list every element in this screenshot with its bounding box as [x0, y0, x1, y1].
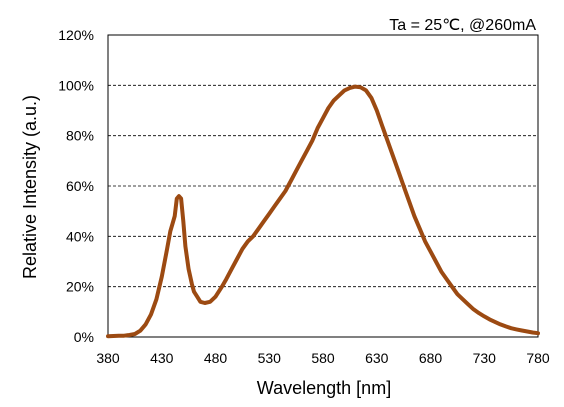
series-layer	[106, 84, 540, 339]
spectrum-series-line	[106, 84, 540, 339]
y-axis-ticks: 0% 20% 40% 60% 80% 100% 120%	[58, 27, 94, 345]
plot-area-frame	[107, 34, 539, 338]
y-tick-label: 100%	[58, 77, 94, 93]
x-tick-label: 480	[204, 350, 228, 366]
x-tick-label: 580	[311, 350, 335, 366]
x-tick-label: 730	[473, 350, 497, 366]
gridlines	[108, 84, 538, 288]
x-tick-label: 780	[526, 350, 550, 366]
y-tick-label: 20%	[66, 279, 94, 295]
x-tick-label: 680	[419, 350, 443, 366]
y-tick-label: 60%	[66, 178, 94, 194]
x-axis-title: Wavelength [nm]	[257, 378, 391, 398]
x-tick-label: 530	[258, 350, 282, 366]
y-axis-title: Relative Intensity (a.u.)	[20, 95, 40, 279]
x-tick-label: 630	[365, 350, 389, 366]
conditions-annotation: Ta = 25℃, @260mA	[389, 17, 536, 34]
y-tick-label: 0%	[74, 329, 94, 345]
y-tick-label: 80%	[66, 128, 94, 144]
x-tick-label: 380	[96, 350, 120, 366]
y-tick-label: 120%	[58, 27, 94, 43]
x-tick-label: 430	[150, 350, 174, 366]
y-tick-label: 40%	[66, 228, 94, 244]
x-axis-ticks: 380 430 480 530 580 630 680 730 780	[96, 350, 550, 366]
